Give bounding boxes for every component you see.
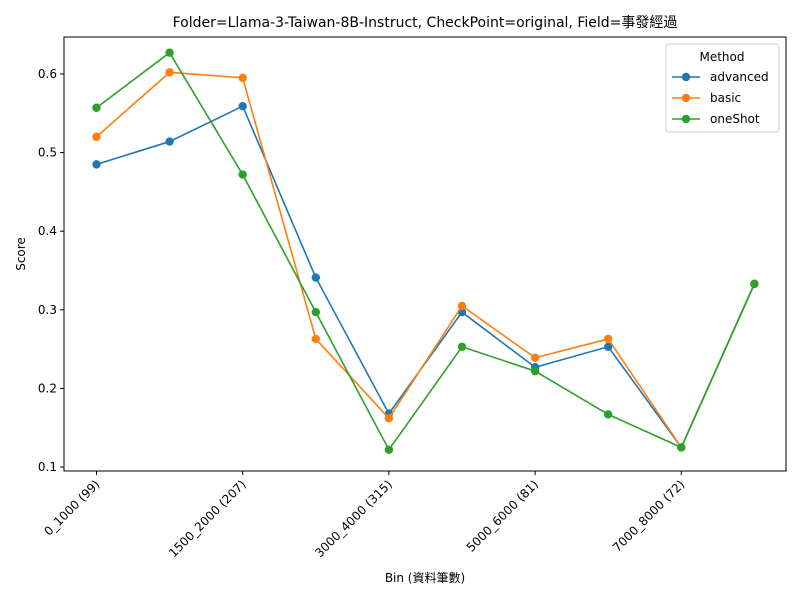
y-tick-label: 0.1	[38, 460, 57, 474]
legend-label: oneShot	[710, 112, 760, 126]
legend-marker	[681, 72, 691, 82]
legend: Method advanced basic oneShot	[665, 43, 780, 133]
legend-marker	[681, 93, 691, 103]
x-tick-label: 5000_6000 (81)	[464, 477, 541, 554]
series-line-advanced	[96, 105, 756, 450]
series-line-basic	[95, 71, 756, 450]
data-point-basic	[311, 334, 320, 344]
data-point-oneShot	[165, 48, 174, 57]
y-tick-label: 0.6	[38, 67, 57, 81]
x-axis-label: Bin (資料筆數)	[385, 571, 465, 585]
data-point-basic	[92, 132, 101, 142]
data-point-oneShot	[604, 410, 613, 419]
data-point-advanced	[92, 160, 101, 169]
legend-item-basic: basic	[672, 91, 741, 105]
legend-box	[665, 43, 780, 133]
plot-area-frame	[63, 36, 787, 472]
y-tick-label: 0.4	[38, 224, 57, 238]
series-basic	[92, 68, 759, 452]
y-axis-label: Score	[14, 237, 28, 271]
series-layer	[92, 48, 759, 454]
data-point-oneShot	[238, 170, 247, 179]
legend-item-advanced: advanced	[672, 70, 769, 84]
data-point-basic	[530, 353, 540, 362]
series-line-oneShot	[96, 51, 756, 452]
legend-label: basic	[710, 91, 741, 105]
x-tick-label: 3000_4000 (315)	[312, 477, 395, 560]
data-point-oneShot	[457, 342, 467, 351]
data-point-oneShot	[384, 445, 394, 454]
data-point-oneShot	[311, 307, 320, 317]
data-point-oneShot	[530, 366, 540, 376]
y-axis: 0.1 0.2 0.3 0.4 0.5 0.6	[38, 67, 64, 474]
data-point-oneShot	[750, 279, 759, 289]
legend-marker	[681, 114, 691, 124]
x-tick-label: 1500_2000 (207)	[166, 477, 249, 560]
data-point-advanced	[604, 342, 613, 351]
data-point-basic	[604, 334, 613, 344]
y-tick-label: 0.3	[38, 303, 57, 317]
data-point-basic	[384, 414, 394, 423]
data-point-advanced	[238, 101, 247, 111]
x-tick-label: 7000_8000 (72)	[610, 477, 687, 554]
legend-label: advanced	[710, 70, 769, 84]
y-tick-label: 0.2	[38, 381, 57, 395]
legend-title: Method	[699, 50, 744, 64]
x-axis: 0_1000 (99) 1500_2000 (207) 3000_4000 (315…	[41, 471, 687, 560]
data-point-basic	[238, 73, 247, 83]
y-tick-label: 0.5	[38, 146, 57, 160]
series-oneShot	[92, 48, 759, 454]
chart-title: Folder=Llama-3-Taiwan-8B-Instruct, Check…	[173, 15, 678, 31]
data-point-advanced	[165, 137, 174, 146]
data-point-basic	[457, 301, 467, 311]
data-point-basic	[165, 68, 174, 77]
data-point-oneShot	[677, 443, 686, 452]
x-tick-label: 0_1000 (99)	[41, 477, 102, 538]
data-point-advanced	[311, 273, 320, 282]
legend-item-oneShot: oneShot	[672, 112, 760, 126]
data-point-oneShot	[92, 103, 101, 112]
